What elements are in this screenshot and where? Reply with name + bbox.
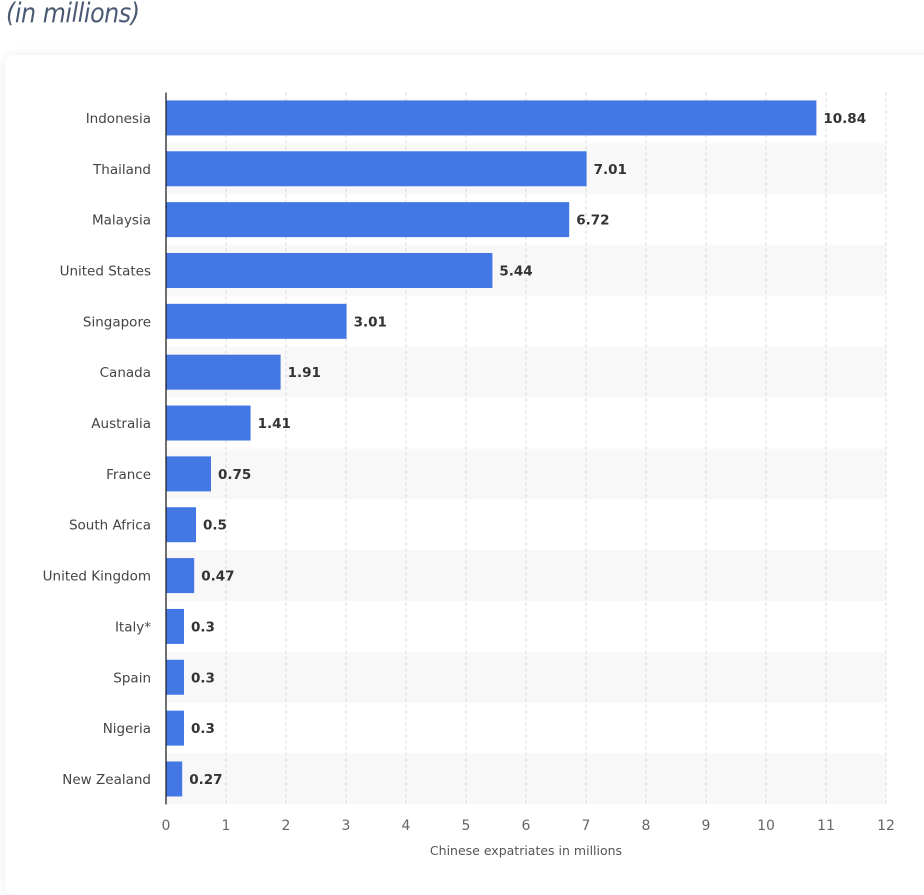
bar (166, 202, 570, 238)
bar (166, 710, 184, 746)
bar (166, 405, 251, 441)
category-label: United Kingdom (43, 569, 151, 585)
bar (166, 558, 195, 594)
x-tick-label: 0 (162, 818, 171, 834)
data-label: 7.01 (594, 162, 627, 178)
data-label: 0.75 (218, 467, 251, 483)
data-label: 3.01 (354, 314, 387, 330)
x-tick-label: 1 (222, 818, 231, 834)
x-tick-label: 10 (757, 818, 775, 834)
bar (166, 354, 281, 390)
x-tick-label: 9 (702, 818, 711, 834)
bar (166, 456, 211, 492)
chart-subtitle: (in millions) (6, 0, 140, 29)
x-tick-label: 5 (462, 818, 471, 834)
x-tick-label: 12 (877, 818, 895, 834)
category-label: South Africa (69, 518, 151, 534)
data-label: 1.91 (288, 365, 321, 381)
data-label: 10.84 (823, 111, 866, 127)
bar (166, 151, 587, 187)
category-label: New Zealand (62, 772, 151, 788)
data-label: 0.5 (203, 518, 227, 534)
bar (166, 659, 184, 695)
bar (166, 100, 817, 136)
x-tick-label: 4 (402, 818, 411, 834)
x-tick-label: 6 (522, 818, 531, 834)
row-band (166, 448, 886, 500)
x-tick-label: 11 (817, 818, 835, 834)
category-label: Canada (100, 365, 151, 381)
data-label: 0.3 (191, 721, 215, 737)
x-tick-label: 3 (342, 818, 351, 834)
data-label: 0.3 (191, 670, 215, 686)
data-label: 0.27 (189, 772, 222, 788)
bar (166, 507, 196, 543)
x-axis-title: Chinese expatriates in millions (430, 843, 622, 858)
bar (166, 761, 183, 797)
category-label: Spain (113, 670, 151, 686)
category-label: United States (60, 263, 151, 279)
x-tick-label: 2 (282, 818, 291, 834)
category-label: Thailand (92, 162, 151, 178)
x-tick-label: 8 (642, 818, 651, 834)
category-label: France (106, 467, 151, 483)
x-tick-label: 7 (582, 818, 591, 834)
category-label: Malaysia (92, 213, 151, 229)
category-label: Italy* (115, 619, 151, 635)
category-label: Nigeria (103, 721, 151, 737)
data-label: 0.3 (191, 619, 215, 635)
category-label: Indonesia (86, 111, 151, 127)
category-label: Singapore (83, 314, 151, 330)
data-label: 5.44 (499, 263, 532, 279)
bar (166, 303, 347, 339)
data-label: 6.72 (576, 213, 609, 229)
bar (166, 608, 184, 644)
category-label: Australia (91, 416, 151, 432)
data-label: 1.41 (258, 416, 291, 432)
bar (166, 252, 493, 288)
data-label: 0.47 (201, 569, 234, 585)
